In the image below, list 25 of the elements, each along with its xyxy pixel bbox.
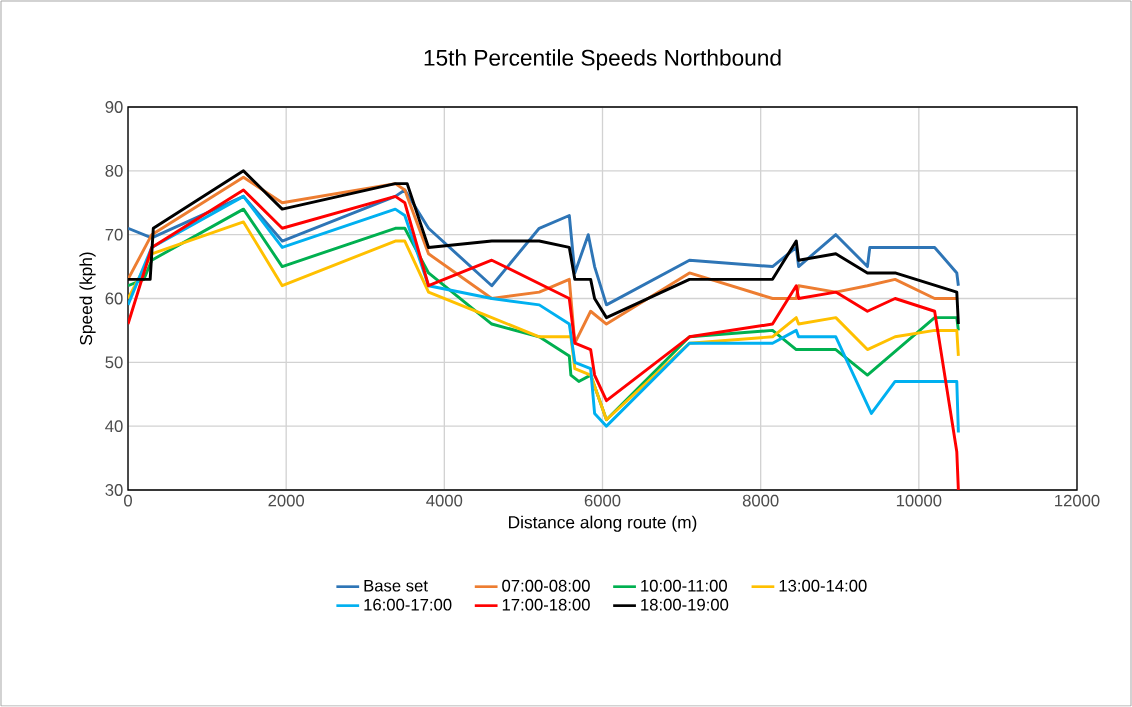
chart-title: 15th Percentile Speeds Northbound bbox=[424, 49, 781, 71]
x-tick-label: 10000 bbox=[896, 494, 942, 507]
y-tick-label: 40 bbox=[105, 420, 123, 433]
legend-label: Base set bbox=[364, 579, 428, 592]
legend-label: 07:00-08:00 bbox=[502, 579, 590, 592]
legend-label: 13:00-14:00 bbox=[779, 579, 867, 592]
legend-label: 17:00-18:00 bbox=[502, 598, 590, 611]
y-tick-label: 70 bbox=[105, 228, 123, 241]
y-tick-label: 50 bbox=[105, 356, 123, 369]
x-axis-title: Distance along route (m) bbox=[509, 515, 697, 532]
y-axis-title: Speed (kph) bbox=[79, 252, 96, 345]
y-tick-label: 90 bbox=[105, 101, 123, 113]
x-tick-label: 12000 bbox=[1055, 494, 1100, 507]
y-tick-label: 30 bbox=[105, 484, 123, 496]
y-tick-label: 80 bbox=[105, 164, 123, 177]
y-tick-label: 60 bbox=[105, 292, 123, 305]
x-tick-label: 2000 bbox=[268, 494, 305, 507]
x-tick-label: 4000 bbox=[426, 494, 463, 507]
legend-label: 16:00-17:00 bbox=[364, 598, 452, 611]
x-tick-label: 8000 bbox=[742, 494, 779, 507]
line-series bbox=[128, 188, 960, 490]
legend-label: 10:00-11:00 bbox=[641, 579, 727, 592]
x-tick-label: 6000 bbox=[584, 494, 621, 507]
legend-label: 18:00-19:00 bbox=[641, 598, 729, 611]
x-tick-label: 0 bbox=[124, 494, 132, 507]
